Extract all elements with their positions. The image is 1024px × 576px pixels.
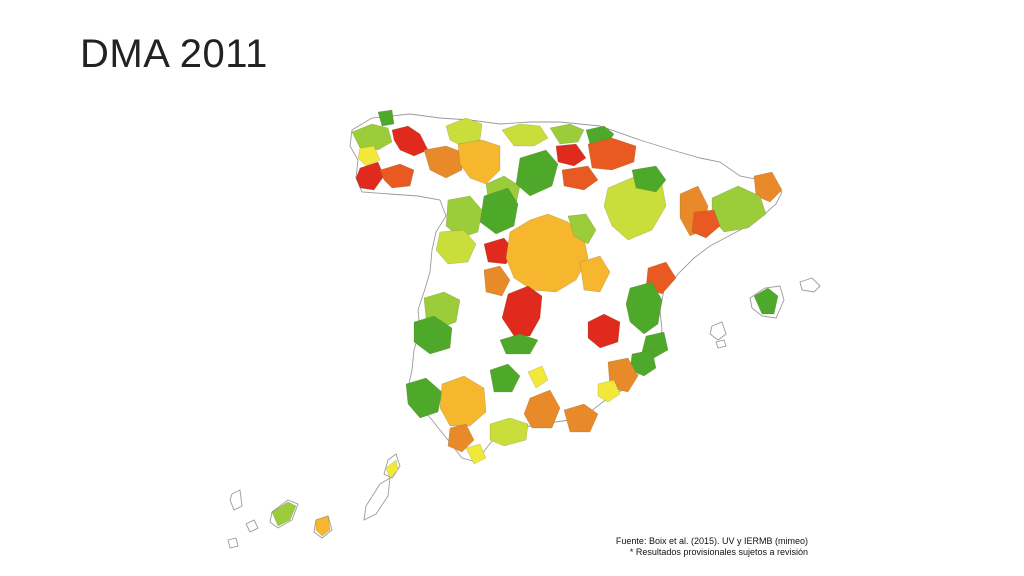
region-tarragona	[691, 209, 721, 239]
region-palma	[753, 287, 779, 315]
region-toledo	[501, 285, 543, 337]
region-pamplona	[587, 137, 637, 171]
region-tenerife	[271, 501, 297, 527]
region-huesca	[631, 165, 667, 193]
formentera-outline	[715, 339, 727, 349]
region-valladolid	[479, 187, 519, 235]
source-note: Fuente: Boix et al. (2015). UV y IERMB (…	[616, 536, 808, 558]
ibiza-outline	[709, 321, 727, 341]
region-almeria	[563, 403, 599, 433]
region-lanzarote	[385, 459, 399, 479]
region-oviedo	[423, 145, 463, 179]
region-logrono	[561, 165, 599, 191]
region-cartagena	[597, 379, 621, 403]
region-granada	[523, 389, 561, 429]
region-bilbao	[549, 123, 585, 145]
region-sevilla	[439, 375, 487, 427]
la-palma-outline	[229, 489, 243, 511]
la-gomera-outline	[245, 519, 259, 533]
region-lugo	[391, 125, 429, 157]
region-santander	[501, 123, 549, 147]
region-cordoba	[489, 363, 521, 393]
source-line-1: Fuente: Boix et al. (2015). UV y IERMB (…	[615, 536, 808, 546]
region-albacete	[587, 313, 621, 349]
region-girona	[753, 171, 783, 203]
source-line-2: * Resultados provisionales sujetos a rev…	[629, 547, 808, 557]
region-ferrol	[377, 109, 395, 127]
region-gran-canaria	[315, 515, 331, 537]
region-gijon	[445, 117, 483, 147]
region-ciudad-real	[499, 333, 539, 355]
region-huelva	[405, 377, 443, 419]
fuerteventura-outline	[363, 477, 391, 521]
region-santiago	[357, 145, 381, 167]
region-avilés	[457, 139, 501, 185]
region-salamanca	[435, 229, 477, 265]
page-title: DMA 2011	[80, 32, 268, 76]
menorca-outline	[799, 277, 821, 293]
region-malaga	[489, 417, 529, 447]
region-vitoria	[555, 143, 587, 167]
region-algeciras	[465, 443, 487, 465]
region-zamora	[445, 195, 483, 239]
region-jaen	[527, 365, 549, 389]
region-vigo	[379, 163, 415, 189]
region-badajoz	[413, 315, 453, 355]
region-guadalajara	[567, 213, 597, 245]
region-cadiz	[447, 423, 475, 453]
region-cuenca	[579, 255, 611, 293]
metro-areas	[271, 109, 783, 537]
region-valencia	[625, 281, 663, 335]
region-toledo-west	[483, 265, 511, 297]
region-pontevedra	[355, 161, 385, 191]
el-hierro-outline	[227, 537, 239, 549]
region-burgos	[515, 149, 559, 197]
